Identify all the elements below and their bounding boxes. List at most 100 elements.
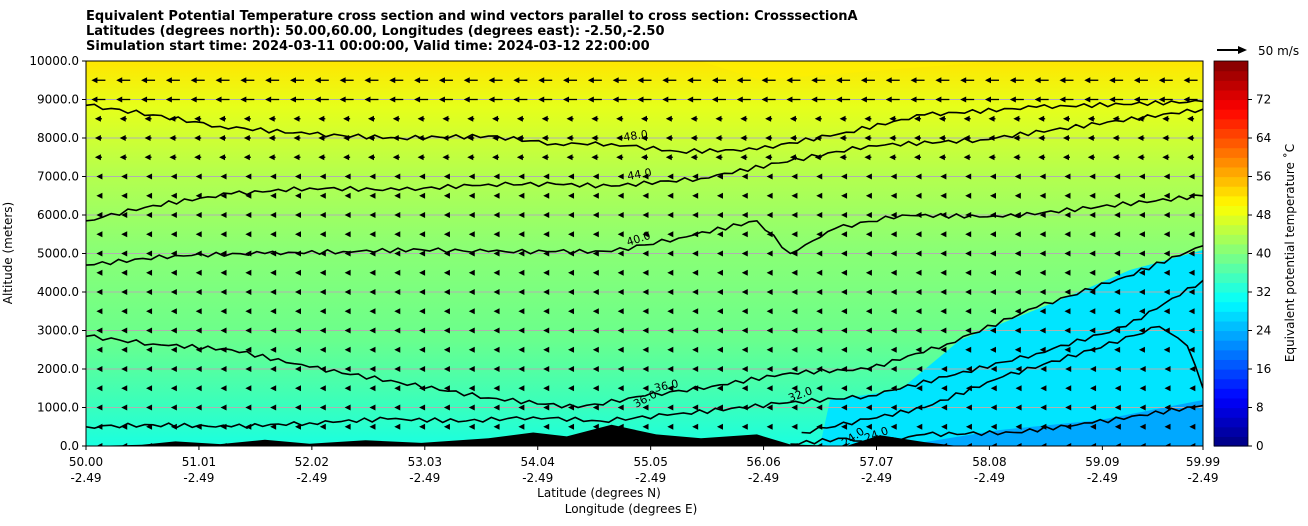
wind-vector-head (1163, 192, 1170, 199)
wind-vector-head (394, 366, 401, 372)
wind-vector-head (736, 96, 743, 103)
wind-vector-head (96, 269, 103, 276)
wind-vector-head (890, 308, 897, 315)
wind-vector-head (791, 308, 798, 315)
wind-vector-head (243, 135, 250, 141)
wind-vector-head (816, 385, 823, 392)
wind-vector-head (1164, 443, 1171, 446)
colorbar-band (1214, 417, 1248, 428)
wind-vector-head (716, 327, 723, 334)
wind-vector-head (419, 327, 426, 334)
wind-vector-head (1064, 212, 1071, 218)
wind-vector-head (1139, 366, 1146, 372)
wind-vector-head (914, 154, 921, 161)
colorbar: 0 8 16 24 32 40 48 56 64 72 Equivalent potential … (1213, 60, 1297, 453)
wind-vector-head (344, 231, 351, 238)
wind-vector-head (1064, 173, 1071, 180)
wind-vector-head (419, 269, 426, 276)
wind-vector-head (841, 308, 848, 315)
wind-vector-head (492, 115, 499, 122)
x-axis-ticks: 50.00 -2.49 51.01 -2.49 52.02 -2.49 53.03 -2.49… (69, 446, 1220, 485)
colorbar-band (1214, 176, 1248, 187)
wind-vector-head (1162, 115, 1169, 122)
wind-vector-head (119, 135, 126, 141)
wind-vector-head (243, 115, 250, 122)
wind-vector-head (195, 346, 202, 353)
wind-vector-head (369, 443, 376, 446)
wind-vector-head (741, 250, 748, 257)
wind-vector-head (492, 135, 499, 141)
wind-vector-head (294, 443, 301, 446)
wind-vector-head (1114, 404, 1121, 411)
wind-vector-head (468, 212, 475, 218)
wind-vector-head (938, 135, 945, 141)
wind-vector-head (443, 385, 450, 392)
wind-vector-head (1137, 115, 1144, 122)
wind-vector-head (916, 423, 923, 430)
wind-vector-head (1014, 250, 1021, 257)
wind-vector-head (96, 192, 103, 199)
wind-vector-head (392, 115, 399, 122)
wind-vector-head (642, 173, 649, 180)
x-tick-label-lat: 55.05 (633, 455, 667, 469)
wind-vector-head (690, 115, 697, 122)
wind-vector-head (935, 96, 942, 103)
wind-vector-head (789, 154, 796, 161)
wind-vector-head (389, 96, 396, 103)
wind-vector-head (915, 346, 922, 353)
colorbar-tick-label: 40 (1256, 247, 1271, 261)
wind-vector-head (766, 327, 773, 334)
wind-vector-head (789, 115, 796, 122)
wind-vector-head (220, 231, 227, 238)
wind-vector-head (791, 250, 798, 257)
wind-vector-head (1034, 96, 1041, 103)
wind-vector-head (220, 443, 227, 446)
wind-vector-head (1065, 385, 1072, 392)
wind-vector-head (1040, 385, 1047, 392)
wind-vector-head (245, 385, 252, 392)
wind-vector-head (121, 231, 128, 238)
wind-vector-head (1112, 135, 1119, 141)
contour-line-36 (86, 245, 1203, 409)
wind-vector-head (394, 327, 401, 334)
wind-vector-head (692, 212, 699, 218)
wind-vector-head (814, 135, 821, 141)
contour-line-24 (790, 404, 1203, 446)
wind-vector-head (1090, 443, 1097, 446)
wind-vector-head (319, 423, 326, 430)
wind-vector-head (1062, 115, 1069, 122)
wind-vector-head (741, 173, 748, 180)
wind-vector-head (568, 269, 575, 276)
wind-vector-head (1189, 423, 1196, 430)
wind-vector-head (642, 250, 649, 257)
wind-vector-head (190, 77, 197, 84)
wind-vector-head (940, 231, 947, 238)
wind-vector-head (493, 250, 500, 257)
wind-vector-head (1164, 423, 1171, 430)
wind-vector-head (215, 96, 222, 103)
wind-vector-head (170, 404, 177, 411)
wind-vector-head (990, 269, 997, 276)
wind-vector-head (394, 192, 401, 199)
wind-vector-head (990, 173, 997, 180)
wind-vector-head (841, 231, 848, 238)
wind-vector-head (195, 423, 202, 430)
wind-vector-head (841, 250, 848, 257)
wind-vector-head (270, 231, 277, 238)
x-tick-label-lon: -2.49 (70, 471, 101, 485)
wind-vector-head (270, 289, 277, 295)
wind-vector-head (419, 289, 426, 295)
wind-vector-head (318, 135, 325, 141)
wind-vector-head (865, 308, 872, 315)
wind-vector-head (1013, 154, 1020, 161)
wind-vector-head (94, 154, 101, 161)
wind-vector-head (642, 231, 649, 238)
wind-vector-head (1014, 212, 1021, 218)
wind-vector-head (941, 423, 948, 430)
wind-vector-head (467, 135, 474, 141)
wind-vector-head (195, 250, 202, 257)
wind-vector-head (791, 385, 798, 392)
wind-vector-head (543, 385, 550, 392)
wind-vector-head (890, 192, 897, 199)
wind-vector-head (394, 173, 401, 180)
